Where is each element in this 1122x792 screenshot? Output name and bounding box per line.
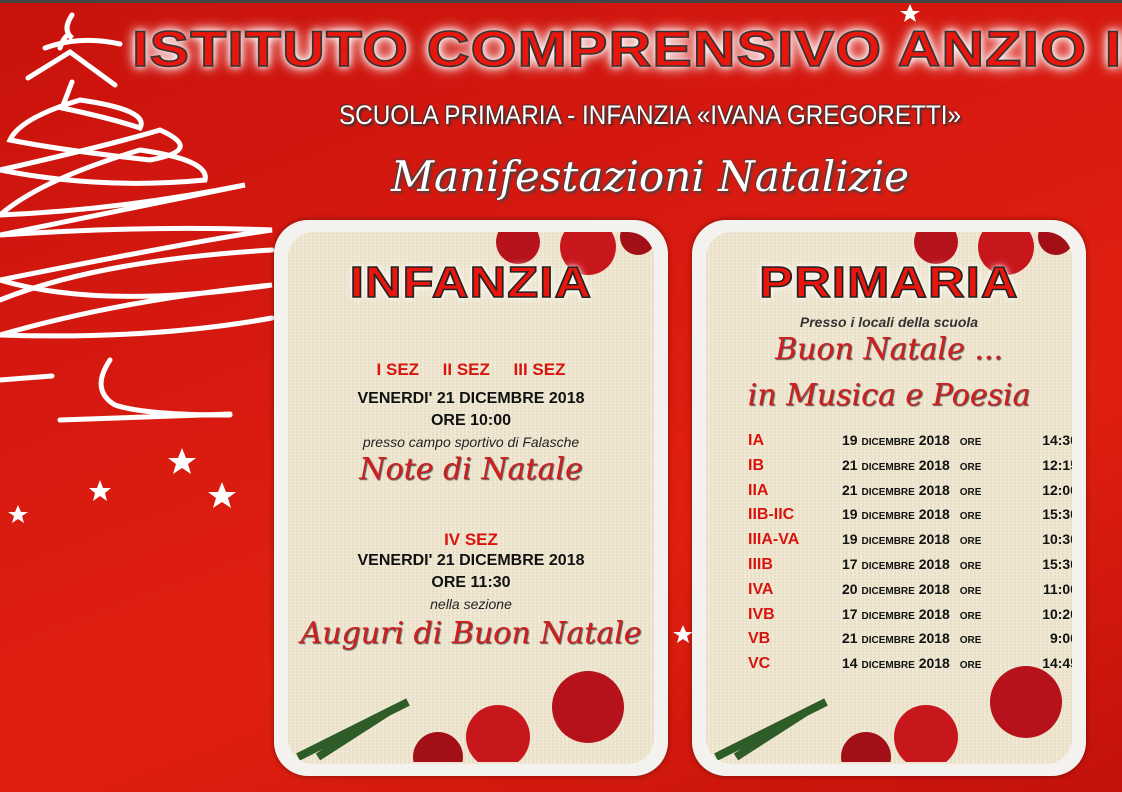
class-name: IB: [748, 456, 764, 474]
schedule-row: IVA 20 DICEMBRE 2018 ORE 11:00: [748, 581, 1072, 603]
class-name: IIIA-VA: [748, 531, 800, 549]
time: 15:30: [1042, 506, 1072, 523]
location: Presso i locali della scuola: [799, 314, 979, 330]
primaria-card: PRIMARIA Presso i locali della scuola Bu…: [692, 220, 1086, 776]
class-name: IIB-IIC: [748, 506, 795, 524]
date: 20 DICEMBRE 2018 ORE: [842, 580, 982, 597]
schedule-row: IIIA-VA 19 DICEMBRE 2018 ORE 10:30: [748, 531, 1072, 553]
class-name: VC: [748, 655, 771, 673]
schedule-row: IIA 21 DICEMBRE 2018 ORE 12:00: [748, 482, 1072, 504]
time: 14:30: [1042, 432, 1072, 448]
schedule-row: IVB 17 DICEMBRE 2018 ORE 10:20: [748, 606, 1072, 628]
event1-name: Note di Natale: [359, 452, 583, 487]
schedule-row: IB 21 DICEMBRE 2018 ORE 12:15: [748, 457, 1072, 479]
star-icon: [673, 625, 693, 643]
date: 21 DICEMBRE 2018 ORE: [842, 630, 982, 647]
star-icon: [900, 4, 920, 22]
date: 19 DICEMBRE 2018 ORE: [842, 506, 982, 523]
school-title: ISTITUTO COMPRENSIVO ANZIO II: [131, 20, 1122, 78]
sections-line: I SEZ II SEZ III SEZ: [376, 360, 566, 379]
ornament-decoration: [496, 232, 654, 275]
schedule-row: IIB-IIC 19 DICEMBRE 2018 ORE 15:30: [748, 506, 1072, 528]
ornaments-bottom: [296, 671, 624, 762]
time: 10:30: [1042, 531, 1072, 548]
schedule-row: IIIB 17 DICEMBRE 2018 ORE 15:30: [748, 556, 1072, 578]
time: 9:00: [1049, 630, 1072, 647]
event-name-line2: in Musica e Poesia: [747, 378, 1031, 413]
time: 12:00: [1042, 481, 1072, 498]
ornament-decoration: [914, 232, 1072, 275]
top-border: [0, 0, 1122, 3]
date: 19 DICEMBRE 2018 ORE: [842, 531, 982, 548]
class-name: IIA: [748, 481, 769, 499]
star-icon: [89, 480, 111, 501]
date: 21 DICEMBRE 2018 ORE: [842, 456, 982, 473]
star-icon: [208, 482, 236, 508]
time: 11:00: [1042, 580, 1072, 597]
schedule-row: VC 14 DICEMBRE 2018 ORE 14:45: [748, 655, 1072, 677]
event-name-line1: Buon Natale ...: [775, 332, 1003, 367]
infanzia-heading: INFANZIA: [349, 257, 593, 308]
ornaments-bottom: [714, 666, 1062, 762]
primaria-heading: PRIMARIA: [758, 257, 1019, 308]
event1-time: ORE 10:00: [430, 412, 512, 429]
section2: IV SEZ: [444, 530, 498, 549]
time: 12:15: [1042, 456, 1072, 473]
class-name: IA: [748, 432, 764, 449]
time: 14:45: [1042, 655, 1072, 672]
event2-name: Auguri di Buon Natale: [300, 616, 642, 651]
infanzia-card: INFANZIA I SEZ II SEZ III SEZ VENERDI' 2…: [274, 220, 668, 776]
event1-place: presso campo sportivo di Falasche: [362, 434, 580, 450]
date: 17 DICEMBRE 2018 ORE: [842, 556, 982, 572]
class-name: IIIB: [748, 556, 773, 573]
event2-place: nella sezione: [430, 596, 512, 612]
class-name: VB: [748, 630, 771, 648]
event-title: Manifestazioni Natalizie: [390, 152, 910, 201]
star-icon: [168, 448, 196, 474]
school-subtitle: SCUOLA PRIMARIA - INFANZIA «IVANA GREGOR…: [338, 100, 962, 130]
event2-time: ORE 11:30: [431, 574, 511, 591]
star-icon: [8, 505, 28, 523]
time: 10:20: [1042, 605, 1072, 622]
date: 17 DICEMBRE 2018 ORE: [842, 605, 982, 622]
date: 21 DICEMBRE 2018 ORE: [842, 481, 982, 498]
class-name: IVA: [748, 580, 774, 598]
event1-date: VENERDI' 21 DICEMBRE 2018: [357, 390, 585, 407]
event2-date: VENERDI' 21 DICEMBRE 2018: [357, 552, 585, 569]
schedule-row: IA 19 DICEMBRE 2018 ORE 14:30: [748, 432, 1072, 454]
class-name: IVB: [748, 605, 775, 623]
date: 19 DICEMBRE 2018 ORE: [842, 432, 982, 448]
schedule-row: VB 21 DICEMBRE 2018 ORE 9:00: [748, 630, 1072, 652]
date: 14 DICEMBRE 2018 ORE: [842, 655, 982, 672]
time: 15:30: [1042, 556, 1072, 572]
